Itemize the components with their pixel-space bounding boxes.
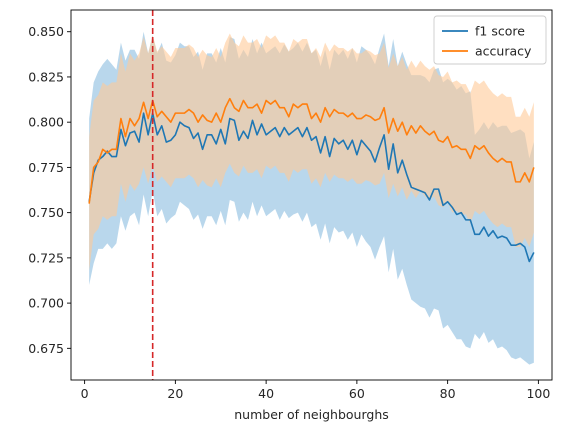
series-line-accuracy (88, 97, 535, 204)
y-tick-label: 0.725 (28, 250, 64, 265)
plot-frame (70, 9, 553, 381)
x-tick-label: 0 (81, 386, 89, 401)
series-lines (88, 97, 535, 263)
confidence-bands (89, 31, 534, 365)
legend: f1 score accuracy (433, 15, 547, 65)
y-tick-label: 0.750 (28, 205, 64, 220)
x-axis-ticks: 0 20 40 60 80 100 (81, 380, 550, 401)
legend-label-accuracy: accuracy (475, 44, 532, 59)
band-accuracy (89, 33, 534, 271)
x-tick-label: 100 (526, 386, 550, 401)
legend-label-f1-score: f1 score (475, 24, 525, 39)
x-tick-label: 60 (349, 386, 365, 401)
x-tick-label: 20 (167, 386, 183, 401)
legend-box (433, 15, 547, 65)
y-axis-ticks: 0.675 0.700 0.725 0.750 0.775 0.800 0.825 0.850 (28, 24, 71, 356)
series-line-f1-score (88, 112, 535, 263)
y-tick-label: 0.775 (28, 160, 64, 175)
x-tick-label: 40 (258, 386, 274, 401)
y-tick-label: 0.850 (28, 24, 64, 39)
y-tick-label: 0.825 (28, 69, 64, 84)
x-tick-label: 80 (440, 386, 456, 401)
y-tick-label: 0.675 (28, 341, 64, 356)
y-tick-label: 0.800 (28, 115, 64, 130)
y-tick-label: 0.700 (28, 296, 64, 311)
x-axis-label: number of neighbourghs (234, 407, 389, 422)
